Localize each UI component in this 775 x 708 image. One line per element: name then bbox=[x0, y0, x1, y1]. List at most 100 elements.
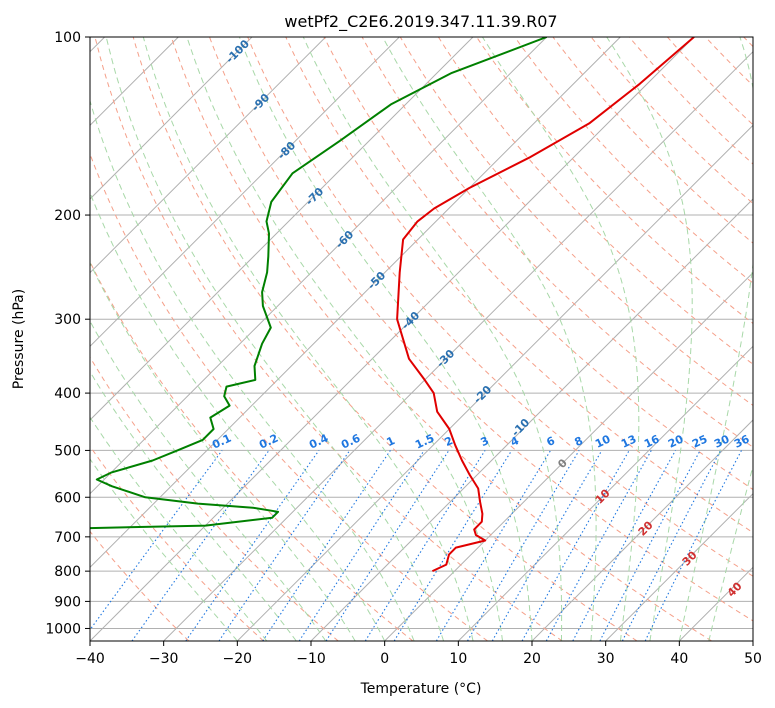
x-tick-label: 30 bbox=[597, 651, 615, 667]
dry-adiabat-line bbox=[743, 37, 753, 48]
temperature-line bbox=[396, 37, 695, 573]
dry-adiabat-label: -20 bbox=[471, 383, 494, 406]
isotherm-line bbox=[90, 37, 621, 569]
mixing-ratio-line bbox=[262, 450, 391, 641]
mixing-ratio-line bbox=[325, 450, 450, 641]
moist-adiabat-label: 40 bbox=[725, 579, 745, 599]
isotherm-line bbox=[90, 37, 474, 421]
dry-adiabat-line bbox=[285, 37, 753, 534]
plot-area: -100-90-80-70-60-50-40-30-20-10010203040… bbox=[90, 37, 753, 641]
y-axis-ticks: 100 200 300 400 500 600 700 800 900 1000 bbox=[45, 30, 90, 637]
moist-adiabat-line bbox=[90, 320, 327, 641]
mixing-ratio-label: 30 bbox=[712, 432, 732, 450]
y-axis-label: Pressure (hPa) bbox=[11, 289, 27, 389]
moist-adiabat-line bbox=[90, 261, 356, 641]
x-axis-ticks: −40 −30 −20 −10 0 10 20 30 40 50 bbox=[75, 641, 762, 667]
dry-adiabat-line bbox=[437, 37, 753, 365]
dry-adiabat-line bbox=[667, 37, 753, 126]
dry-adiabat-line bbox=[552, 37, 753, 244]
y-tick-label: 300 bbox=[54, 312, 81, 328]
dry-adiabats bbox=[90, 37, 753, 641]
moist-adiabat-label: 20 bbox=[636, 518, 656, 538]
y-tick-label: 700 bbox=[54, 530, 81, 546]
dry-adiabat-line bbox=[90, 530, 190, 641]
moist-adiabat-line bbox=[708, 464, 753, 641]
mixing-ratio-label: 1.5 bbox=[413, 432, 436, 452]
dry-adiabat-line bbox=[399, 37, 753, 407]
mixing-ratio-lines bbox=[90, 450, 742, 641]
dry-adiabat-label: -80 bbox=[275, 139, 298, 162]
mixing-ratio-line bbox=[393, 450, 513, 641]
x-tick-label: −10 bbox=[296, 651, 326, 667]
plot-frame bbox=[89, 36, 754, 642]
y-tick-label: 1000 bbox=[45, 621, 81, 637]
isotherm-line bbox=[90, 37, 548, 495]
y-tick-label: 200 bbox=[54, 208, 81, 224]
dry-adiabat-line bbox=[514, 37, 753, 284]
x-tick-label: 20 bbox=[523, 651, 541, 667]
dry-adiabat-line bbox=[323, 37, 753, 491]
isotherm-grid bbox=[90, 37, 753, 641]
mixing-ratio-line bbox=[298, 450, 425, 641]
dry-adiabat-line bbox=[705, 37, 753, 87]
dewpoint-line bbox=[90, 37, 548, 530]
mixing-ratio-line bbox=[131, 450, 270, 641]
dry-adiabat-line bbox=[90, 356, 339, 641]
x-tick-label: 10 bbox=[449, 651, 467, 667]
mixing-ratio-line bbox=[491, 450, 603, 641]
mixing-ratio-label: 8 bbox=[573, 434, 585, 449]
isotherm-line bbox=[90, 37, 327, 274]
mixing-ratio-line bbox=[90, 450, 223, 631]
y-tick-label: 900 bbox=[54, 594, 81, 610]
moist-adiabat-line bbox=[90, 191, 386, 641]
x-tick-label: −40 bbox=[75, 651, 105, 667]
dry-adiabat-line bbox=[90, 260, 414, 641]
dry-adiabat-line bbox=[209, 37, 753, 622]
isotherm-line bbox=[605, 492, 753, 641]
mixing-ratio-label: 0.1 bbox=[210, 432, 233, 452]
x-tick-label: 40 bbox=[670, 651, 688, 667]
mixing-ratio-line bbox=[572, 450, 676, 641]
moist-adiabat-line bbox=[90, 458, 238, 641]
dry-adiabat-line bbox=[90, 445, 264, 641]
dry-adiabat-line bbox=[361, 37, 753, 448]
y-tick-label: 500 bbox=[54, 443, 81, 459]
isotherm-line bbox=[457, 345, 753, 641]
moist-adiabat-line bbox=[142, 37, 474, 641]
moist-adiabats bbox=[90, 37, 753, 641]
moist-adiabat-line bbox=[186, 37, 503, 641]
dry-adiabat-label: -70 bbox=[303, 185, 326, 208]
isotherm-line bbox=[752, 640, 753, 641]
mixing-ratio-line bbox=[521, 450, 630, 641]
moist-adiabat-line bbox=[90, 370, 297, 641]
mixing-ratio-label: 0.4 bbox=[307, 431, 330, 451]
moist-adiabat-line bbox=[678, 37, 753, 641]
pressure-grid bbox=[90, 37, 753, 629]
chart-title: wetPf2_C2E6.2019.347.11.39.R07 bbox=[284, 12, 557, 32]
adiabat-labels: -100-90-80-70-60-50-40-30-20-10010203040… bbox=[210, 37, 752, 600]
mixing-ratio-line bbox=[467, 450, 580, 641]
y-tick-label: 800 bbox=[54, 564, 81, 580]
mixing-ratio-label: 25 bbox=[690, 432, 709, 450]
y-tick-label: 100 bbox=[54, 30, 81, 46]
x-tick-label: −20 bbox=[223, 651, 253, 667]
moist-adiabat-line bbox=[105, 37, 445, 641]
dry-adiabat-line bbox=[90, 152, 488, 641]
dry-adiabat-line bbox=[94, 37, 563, 641]
x-tick-label: 50 bbox=[744, 651, 762, 667]
mixing-ratio-line bbox=[364, 450, 486, 641]
x-axis-label: Temperature (°C) bbox=[360, 681, 482, 697]
moist-adiabat-line bbox=[382, 37, 597, 641]
moist-adiabat-line bbox=[606, 37, 693, 641]
mixing-ratio-label: 20 bbox=[666, 432, 686, 450]
isotherm-line bbox=[90, 37, 253, 200]
mixing-ratio-label: 0.6 bbox=[339, 431, 362, 451]
moist-adiabat-line bbox=[302, 37, 563, 641]
mixing-ratio-label: 10 bbox=[593, 432, 613, 450]
x-tick-label: −30 bbox=[149, 651, 179, 667]
dry-adiabat-line bbox=[132, 37, 638, 641]
moist-adiabat-line bbox=[90, 99, 415, 641]
moist-adiabat-line bbox=[481, 37, 640, 641]
isotherm-line bbox=[90, 37, 400, 348]
